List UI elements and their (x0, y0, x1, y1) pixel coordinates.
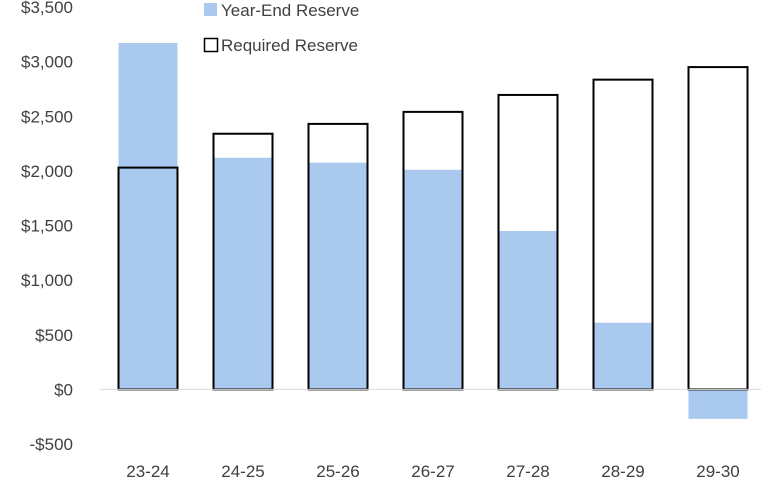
bar-year-end-reserve-29-30 (688, 389, 748, 419)
legend-label-year-end-reserve: Year-End Reserve (221, 1, 359, 20)
x-tick-label: 25-26 (316, 462, 359, 481)
x-tick-label: 23-24 (126, 462, 169, 481)
x-tick-label: 28-29 (601, 462, 644, 481)
year-end-reserve-bars (118, 43, 748, 419)
legend: Year-End Reserve Required Reserve (203, 1, 359, 55)
y-tick-label: $1,000 (21, 271, 73, 290)
bar-required-reserve-29-30 (687, 66, 749, 391)
bar-year-end-reserve-26-27 (403, 169, 463, 390)
y-tick-label: $3,000 (21, 53, 73, 72)
y-tick-label: $500 (35, 326, 73, 345)
bar-year-end-reserve-28-29 (593, 322, 653, 390)
bar-year-end-reserve-24-25 (213, 157, 273, 390)
y-axis-tick-labels: -$500 $0 $500 $1,000 $1,500 $2,000 $2,500 $3,00… (21, 0, 73, 454)
x-tick-label: 27-28 (506, 462, 549, 481)
y-tick-label: $2,500 (21, 107, 73, 126)
x-tick-label: 24-25 (221, 462, 264, 481)
bar-year-end-reserve-23-24 (118, 43, 178, 390)
legend-swatch-required-reserve (203, 37, 219, 53)
bar-year-end-reserve-27-28 (498, 230, 558, 390)
bar-year-end-reserve-25-26 (308, 162, 368, 390)
legend-swatch-year-end-reserve (204, 3, 217, 16)
x-tick-label: 26-27 (411, 462, 454, 481)
y-tick-label: $1,500 (21, 217, 73, 236)
x-tick-label: 29-30 (696, 462, 739, 481)
y-tick-label: $2,000 (21, 162, 73, 181)
x-axis-tick-labels: 23-24 24-25 25-26 26-27 27-28 28-29 29-30 (126, 462, 739, 481)
y-tick-label: $0 (54, 380, 73, 399)
y-tick-label: $3,500 (21, 0, 73, 17)
y-tick-label: -$500 (30, 435, 73, 454)
legend-label-required-reserve: Required Reserve (221, 36, 358, 55)
